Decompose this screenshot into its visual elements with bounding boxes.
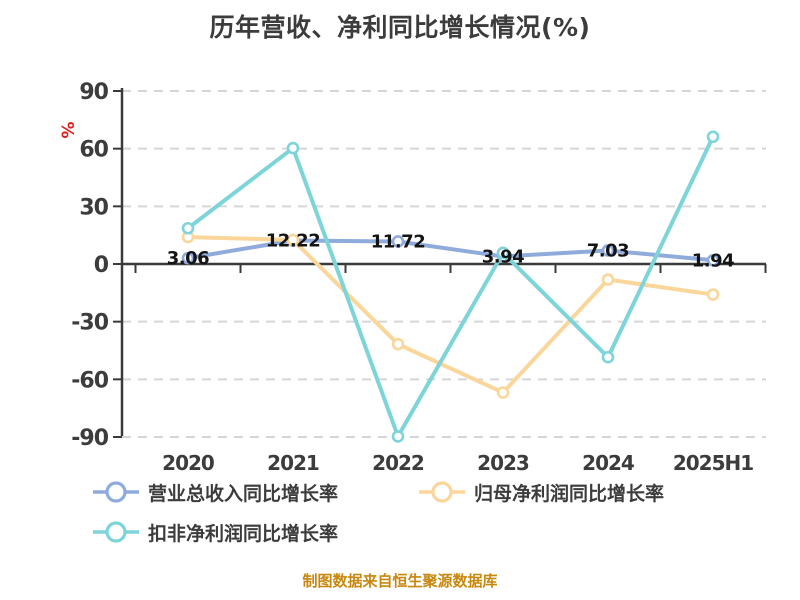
y-tick-label: 0 — [94, 253, 109, 278]
data-point-nongaap-profit-growth-2021 — [286, 141, 300, 155]
data-label: 11.72 — [371, 231, 425, 252]
x-tick-label: 2024 — [582, 451, 634, 475]
data-point-net-profit-growth-2022 — [391, 337, 405, 351]
y-tick-label: -30 — [71, 311, 108, 336]
data-point-nongaap-profit-growth-2024 — [601, 350, 615, 364]
data-point-net-profit-growth-2024 — [601, 273, 615, 286]
y-tick-label: 90 — [79, 80, 108, 105]
data-label: 3.94 — [482, 246, 524, 267]
chart-title: 历年营收、净利同比增长情况(%) — [209, 13, 591, 42]
data-label: 7.03 — [587, 240, 629, 261]
x-tick-label: 2025H1 — [673, 451, 753, 475]
y-tick-label: 60 — [79, 138, 108, 163]
series-line-revenue-growth — [186, 238, 715, 263]
data-point-nongaap-profit-growth-2022 — [391, 430, 405, 443]
data-label: 1.94 — [692, 250, 734, 271]
y-tick-label: -90 — [71, 426, 108, 451]
line-circle-marker-icon — [419, 481, 465, 503]
data-label: 3.06 — [167, 248, 209, 269]
legend-item-label: 扣非净利润同比增长率 — [148, 522, 339, 545]
legend-item-label: 归母净利润同比增长率 — [474, 482, 665, 505]
data-point-net-profit-growth-2025H1 — [706, 288, 720, 301]
data-point-revenue-growth-2020 — [181, 251, 195, 265]
data-point-net-profit-growth-2021 — [286, 233, 300, 247]
data-point-nongaap-profit-growth-2023 — [496, 246, 510, 260]
data-point-nongaap-profit-growth-2020 — [181, 221, 195, 235]
line-circle-marker-icon — [93, 481, 139, 503]
x-tick-label: 2022 — [372, 451, 424, 475]
y-tick-label: -60 — [71, 368, 108, 393]
line-circle-marker-icon — [93, 521, 139, 543]
y-tick-label: 30 — [79, 195, 108, 220]
data-point-revenue-growth-2022 — [391, 235, 405, 248]
series-line-nongaap-profit-growth — [186, 134, 715, 439]
series-line-net-profit-growth — [186, 235, 715, 395]
legend-item-label: 营业总收入同比增长率 — [148, 482, 339, 505]
data-point-net-profit-growth-2023 — [496, 386, 510, 399]
legend-item-revenue-growth[interactable]: 营业总收入同比增长率 — [93, 477, 338, 507]
x-tick-label: 2021 — [267, 451, 319, 475]
data-point-nongaap-profit-growth-2025H1 — [706, 130, 720, 144]
legend-item-net-profit-growth[interactable]: 归母净利润同比增长率 — [419, 477, 664, 507]
data-label: 12.22 — [266, 231, 320, 252]
x-tick-label: 2023 — [477, 451, 529, 475]
legend-item-nongaap-profit-growth[interactable]: 扣非净利润同比增长率 — [93, 517, 338, 547]
data-point-revenue-growth-2025H1 — [706, 253, 720, 267]
x-tick-label: 2020 — [162, 451, 214, 475]
data-source-note: 制图数据来自恒生聚源数据库 — [302, 572, 498, 590]
data-point-revenue-growth-2024 — [601, 244, 615, 257]
